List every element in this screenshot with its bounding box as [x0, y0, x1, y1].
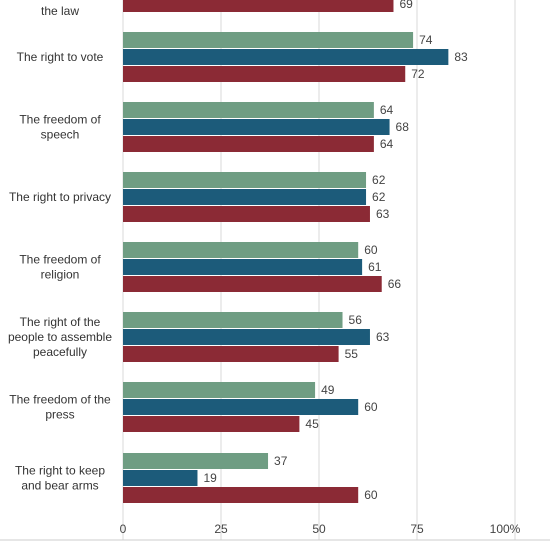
- data-label: 68: [396, 120, 410, 134]
- tick-label: 75: [410, 522, 424, 536]
- category-label: The freedom of religion: [19, 253, 101, 282]
- data-label: 61: [368, 260, 382, 274]
- data-label: 56: [349, 313, 363, 327]
- bar: [123, 242, 359, 258]
- bar: [123, 49, 449, 65]
- data-label: 72: [411, 67, 425, 81]
- bar: [123, 136, 374, 152]
- bar: [123, 119, 390, 135]
- bar: [123, 453, 269, 469]
- bar: [123, 470, 198, 486]
- data-label: 63: [376, 330, 390, 344]
- bar: [123, 172, 367, 188]
- category-label: The right to vote: [17, 50, 104, 64]
- data-label: 83: [454, 50, 468, 64]
- data-label: 69: [399, 0, 413, 11]
- data-label: 62: [372, 190, 386, 204]
- data-label: 45: [305, 417, 319, 431]
- tick-label: 50: [312, 522, 326, 536]
- data-label: 74: [419, 33, 433, 47]
- bar: [123, 382, 316, 398]
- bar: [123, 189, 367, 205]
- bar: [123, 259, 363, 275]
- bar: [123, 32, 414, 48]
- bar: [123, 206, 370, 222]
- tick-label: 0: [120, 522, 127, 536]
- bar: [123, 0, 394, 12]
- bar: [123, 399, 359, 415]
- bar: [123, 66, 406, 82]
- category-label: The freedom of the press: [9, 393, 111, 422]
- data-label: 64: [380, 137, 394, 151]
- bar: [123, 329, 370, 345]
- tick-label: 100%: [490, 522, 521, 536]
- category-label: The freedom of speech: [19, 113, 101, 142]
- bar: [123, 312, 343, 328]
- category-label: The right to keep and bear arms: [15, 464, 105, 493]
- data-label: 63: [376, 207, 390, 221]
- data-label: 64: [380, 103, 394, 117]
- bar: [123, 102, 374, 118]
- data-label: 60: [364, 488, 378, 502]
- data-label: 60: [364, 400, 378, 414]
- category-label: the law: [41, 4, 79, 18]
- data-label: 55: [345, 347, 359, 361]
- data-label: 60: [364, 243, 378, 257]
- data-label: 49: [321, 383, 335, 397]
- data-label: 37: [274, 454, 288, 468]
- bar: [123, 487, 359, 503]
- category-label: The right of the people to assemble peacef…: [8, 315, 112, 359]
- bar: [123, 416, 300, 432]
- tick-label: 25: [214, 522, 228, 536]
- data-label: 66: [388, 277, 402, 291]
- category-label: The right to privacy: [9, 190, 111, 204]
- bar: [123, 276, 382, 292]
- data-label: 62: [372, 173, 386, 187]
- data-label: 19: [203, 471, 217, 485]
- bar: [123, 346, 339, 362]
